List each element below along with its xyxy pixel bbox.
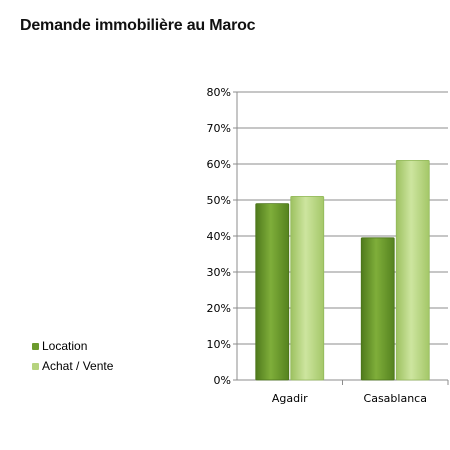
legend-swatch-location (32, 342, 39, 350)
legend-item-location: Location (32, 336, 113, 356)
bar-achat-vente-agadir (290, 195, 325, 381)
y-tick-label: 70% (207, 122, 231, 135)
y-tick-label: 0% (214, 374, 231, 387)
x-category-label: Casablanca (364, 392, 427, 405)
legend-label-location: Location (42, 339, 88, 353)
y-tick-label: 30% (207, 266, 231, 279)
x-category-label: Agadir (272, 392, 308, 405)
bar-location-casablanca (360, 237, 395, 381)
y-tick-label: 50% (207, 194, 231, 207)
bar-location-agadir (255, 203, 290, 381)
chart-title: Demande immobilière au Maroc (20, 17, 256, 34)
bar-achat-vente-casablanca (395, 159, 430, 381)
legend-label-achat-vente: Achat / Vente (42, 359, 114, 373)
axis-labels: 0% 10% 20% 30% 40% 50% 60% 70% 80% Agadir Casablan… (207, 86, 427, 405)
y-tick-label: 10% (207, 338, 231, 351)
legend: Location Achat / Vente (32, 336, 113, 376)
y-tick-label: 40% (207, 230, 231, 243)
legend-item-achat-vente: Achat / Vente (32, 356, 113, 376)
legend-swatch-achat-vente (32, 362, 39, 370)
bars (255, 159, 430, 381)
y-tick-label: 60% (207, 158, 231, 171)
y-tick-label: 80% (207, 86, 231, 99)
y-tick-label: 20% (207, 302, 231, 315)
